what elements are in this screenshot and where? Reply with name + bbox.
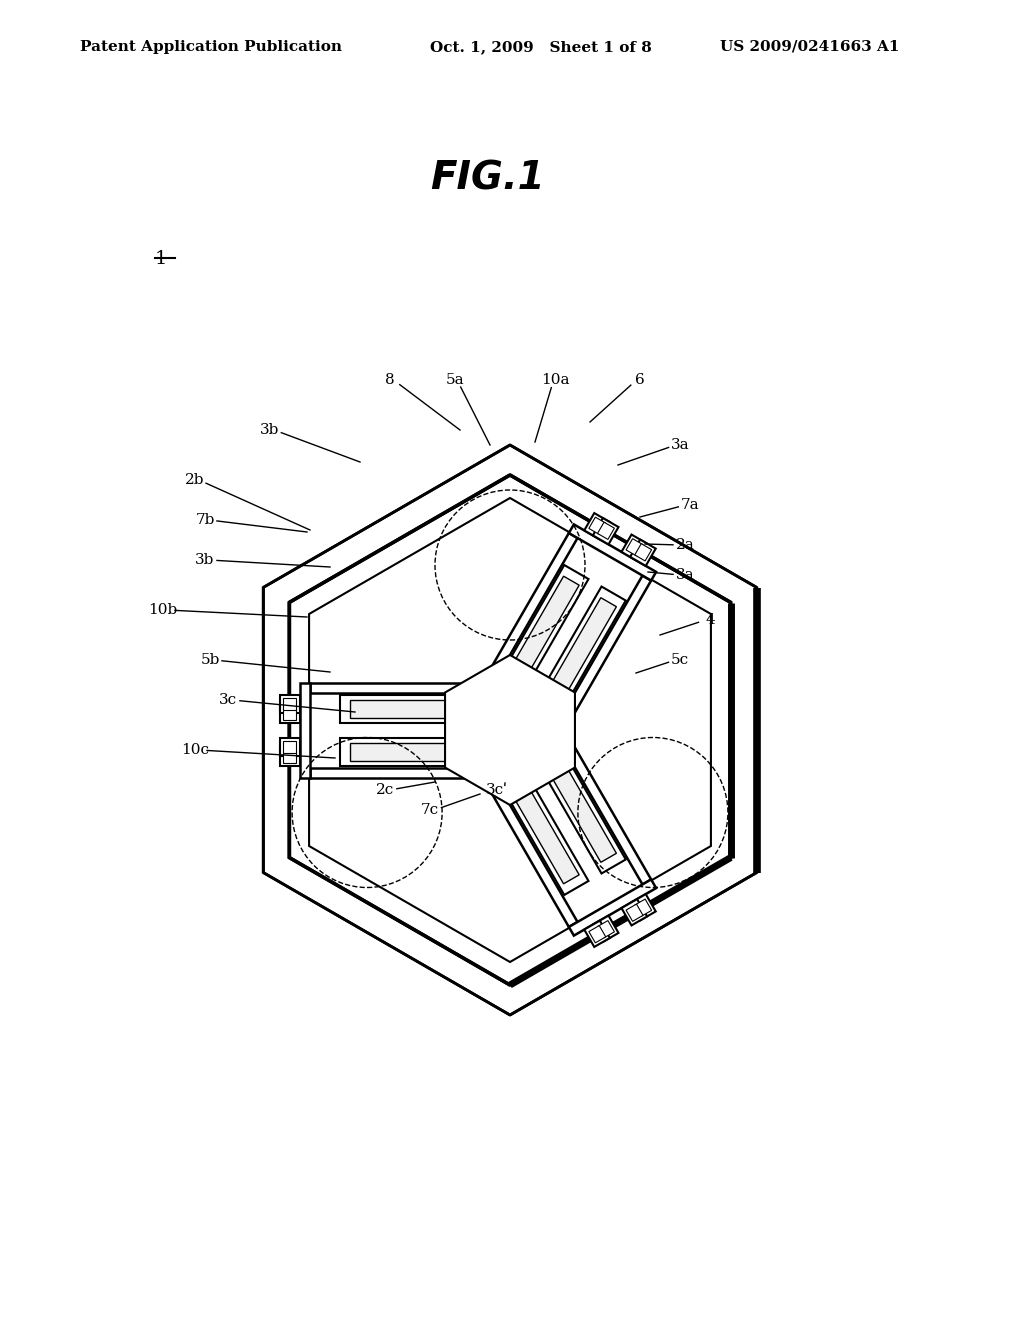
Polygon shape: [280, 747, 300, 766]
Polygon shape: [589, 517, 606, 535]
Polygon shape: [598, 920, 614, 937]
Polygon shape: [310, 767, 480, 777]
Polygon shape: [445, 655, 574, 805]
Polygon shape: [537, 747, 626, 874]
Polygon shape: [569, 524, 656, 581]
Polygon shape: [593, 916, 618, 942]
Polygon shape: [598, 523, 614, 540]
Polygon shape: [622, 899, 647, 925]
Text: 7c: 7c: [421, 803, 439, 817]
Polygon shape: [283, 751, 296, 763]
Polygon shape: [283, 741, 296, 752]
Polygon shape: [476, 719, 566, 780]
Text: 5a: 5a: [445, 374, 464, 387]
Polygon shape: [484, 775, 578, 927]
Text: 5c: 5c: [671, 653, 689, 667]
Polygon shape: [630, 894, 655, 920]
Polygon shape: [350, 742, 460, 760]
Polygon shape: [500, 565, 589, 692]
Polygon shape: [499, 723, 536, 762]
Polygon shape: [635, 544, 651, 561]
Text: 7a: 7a: [681, 498, 699, 512]
Text: 3a: 3a: [671, 438, 689, 451]
Text: Patent Application Publication: Patent Application Publication: [80, 40, 342, 54]
Text: 2a: 2a: [676, 539, 694, 552]
Polygon shape: [546, 758, 616, 862]
Polygon shape: [283, 708, 296, 719]
Polygon shape: [589, 925, 606, 942]
Polygon shape: [283, 697, 296, 710]
Polygon shape: [280, 705, 300, 722]
Polygon shape: [309, 498, 711, 962]
Text: 2b: 2b: [185, 473, 205, 487]
Text: 3c: 3c: [219, 693, 238, 708]
Polygon shape: [626, 539, 643, 556]
Text: 1: 1: [155, 249, 167, 268]
Polygon shape: [280, 738, 300, 755]
Text: FIG.1: FIG.1: [430, 160, 545, 198]
Polygon shape: [480, 718, 510, 742]
Polygon shape: [263, 445, 757, 1015]
Polygon shape: [557, 576, 651, 727]
Polygon shape: [537, 586, 626, 713]
Polygon shape: [585, 920, 610, 946]
Polygon shape: [622, 535, 647, 561]
Text: 10a: 10a: [541, 374, 569, 387]
Text: Oct. 1, 2009   Sheet 1 of 8: Oct. 1, 2009 Sheet 1 of 8: [430, 40, 652, 54]
Polygon shape: [546, 598, 616, 702]
Polygon shape: [340, 694, 470, 722]
Text: 2c: 2c: [376, 783, 394, 797]
Text: 6: 6: [635, 374, 645, 387]
Text: 3c: 3c: [486, 783, 504, 797]
Polygon shape: [476, 680, 566, 741]
Polygon shape: [484, 533, 578, 685]
Polygon shape: [350, 700, 460, 718]
Text: 3a: 3a: [676, 568, 694, 582]
Text: 7b: 7b: [196, 513, 215, 527]
Text: 3b: 3b: [196, 553, 215, 568]
Polygon shape: [500, 768, 589, 895]
Text: 3b: 3b: [260, 422, 280, 437]
Polygon shape: [300, 682, 310, 777]
Polygon shape: [310, 682, 480, 693]
Polygon shape: [280, 694, 300, 713]
Polygon shape: [499, 698, 536, 737]
Polygon shape: [480, 682, 495, 777]
Polygon shape: [593, 517, 618, 544]
Text: 10c: 10c: [181, 743, 209, 756]
Text: 8: 8: [385, 374, 395, 387]
Polygon shape: [585, 513, 610, 540]
Text: 5b: 5b: [201, 653, 220, 667]
Polygon shape: [509, 780, 580, 884]
Polygon shape: [557, 733, 651, 884]
Polygon shape: [509, 577, 580, 680]
Polygon shape: [289, 475, 731, 985]
Text: US 2009/0241663 A1: US 2009/0241663 A1: [720, 40, 899, 54]
Polygon shape: [626, 904, 643, 921]
Text: 10b: 10b: [148, 603, 177, 616]
Polygon shape: [569, 879, 656, 936]
Polygon shape: [630, 540, 655, 566]
Text: 4: 4: [706, 612, 715, 627]
Polygon shape: [340, 738, 470, 766]
Polygon shape: [635, 899, 651, 916]
